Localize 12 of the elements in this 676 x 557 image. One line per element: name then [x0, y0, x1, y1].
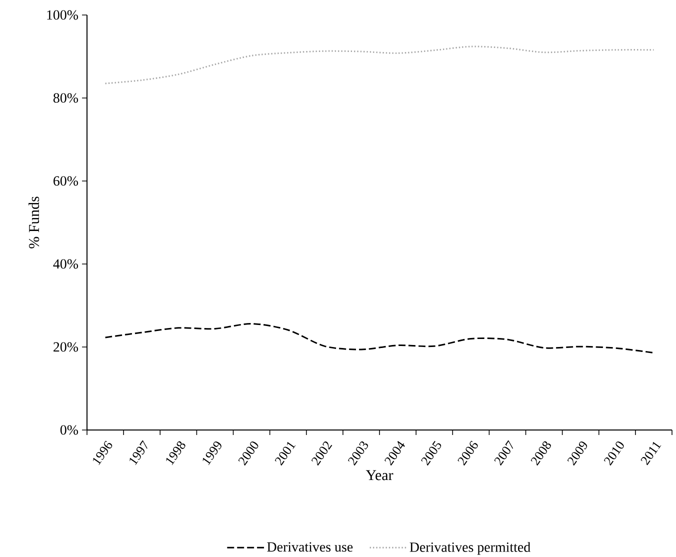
legend-label: Derivatives use	[267, 542, 353, 552]
y-tick-label: 0%	[60, 425, 78, 435]
x-axis-title: Year	[366, 470, 394, 480]
y-tick-label: 40%	[53, 259, 78, 269]
y-axis-title: % Funds	[28, 196, 40, 248]
y-tick-label: 60%	[54, 176, 78, 186]
legend-label: Derivatives permitted	[410, 542, 530, 555]
y-tick-label: 80%	[53, 93, 78, 103]
line-series	[104, 46, 654, 84]
y-tick-label: 20%	[54, 342, 78, 352]
line-series	[104, 322, 654, 354]
y-tick-label: 100%	[47, 10, 78, 20]
